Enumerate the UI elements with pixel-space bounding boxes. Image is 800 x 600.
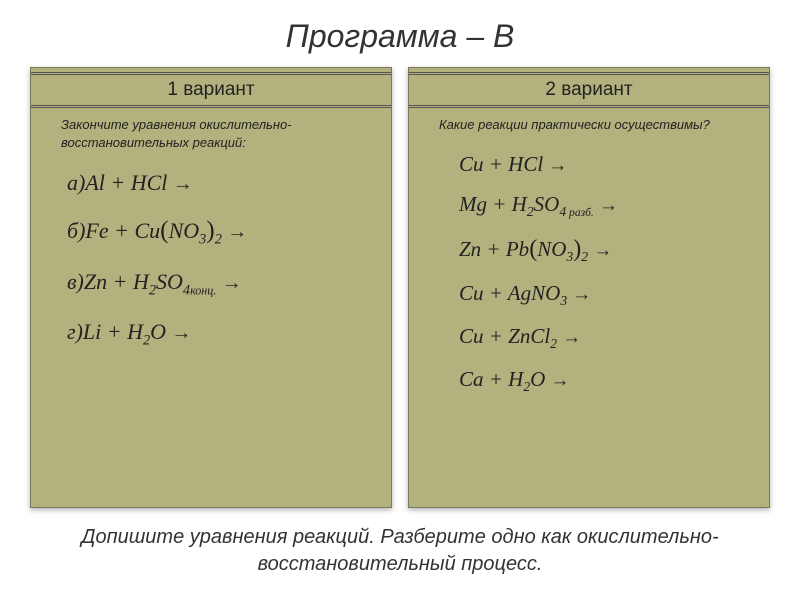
variant-1-header: 1 вариант bbox=[31, 74, 391, 106]
equation-2-2: Mg + H2SO4 разб. → bbox=[459, 192, 757, 220]
page-title: Программа – В bbox=[0, 0, 800, 67]
variant-2-instruction: Какие реакции практически осуществимы? bbox=[421, 112, 757, 152]
equation-2-3: Zn + Pb(NO3)2 → bbox=[459, 235, 757, 265]
equation-2-1: Cu + HCl → bbox=[459, 152, 757, 177]
equation-2-5: Cu + ZnCl2 → bbox=[459, 324, 757, 352]
equation-b: б)Fe + Cu(NO3)2 → bbox=[67, 216, 379, 248]
equation-a: а)Al + HCl → bbox=[67, 170, 379, 196]
equation-g: г)Li + H2O → bbox=[67, 319, 379, 349]
variant-1-equations: а)Al + HCl → б)Fe + Cu(NO3)2 → в)Zn + H2… bbox=[43, 170, 379, 349]
bottom-instruction: Допишите уравнения реакций. Разберите од… bbox=[0, 508, 800, 600]
equation-2-4: Cu + AgNO3 → bbox=[459, 281, 757, 309]
variant-2-header: 2 вариант bbox=[409, 74, 769, 106]
variant-2-equations: Cu + HCl → Mg + H2SO4 разб. → Zn + Pb(NO… bbox=[421, 152, 757, 395]
equation-v: в)Zn + H2SO4конц. → bbox=[67, 269, 379, 299]
variant-1-instruction: Закончите уравнения окислительно-восстан… bbox=[43, 112, 379, 170]
columns-container: 1 вариант Закончите уравнения окислитель… bbox=[0, 67, 800, 508]
variant-2-panel: 2 вариант Какие реакции практически осущ… bbox=[408, 67, 770, 508]
equation-2-6: Ca + H2O → bbox=[459, 367, 757, 395]
variant-1-panel: 1 вариант Закончите уравнения окислитель… bbox=[30, 67, 392, 508]
